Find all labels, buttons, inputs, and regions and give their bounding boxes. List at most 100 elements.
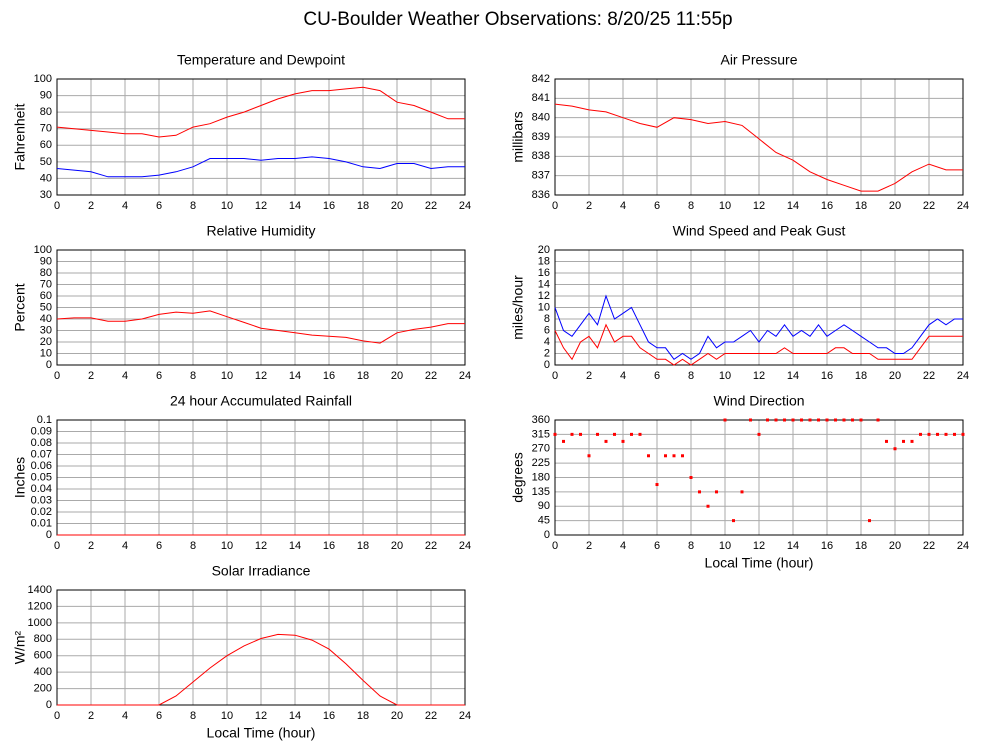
y-axis-label: miles/hour xyxy=(510,275,526,340)
x-tick-label: 4 xyxy=(620,370,626,382)
x-tick-label: 22 xyxy=(923,540,935,552)
x-tick-label: 14 xyxy=(289,710,301,722)
y-tick-label: 800 xyxy=(34,633,52,645)
x-tick-label: 12 xyxy=(255,540,267,552)
y-tick-label: 180 xyxy=(532,471,550,483)
x-tick-label: 20 xyxy=(391,200,403,212)
data-point xyxy=(851,418,854,422)
y-tick-label: 70 xyxy=(40,278,52,290)
data-point xyxy=(885,439,888,443)
y-axis-label: millibars xyxy=(510,111,526,162)
data-point xyxy=(723,418,727,422)
chart-title: Solar Irradiance xyxy=(212,563,311,579)
x-tick-label: 20 xyxy=(889,370,901,382)
chart-title: Air Pressure xyxy=(720,52,797,68)
x-tick-label: 22 xyxy=(923,370,935,382)
data-line xyxy=(554,323,963,366)
y-axis-label: degrees xyxy=(510,452,526,503)
data-point xyxy=(817,418,820,422)
chart: Temperature and DewpointFahrenheit304050… xyxy=(12,52,471,212)
data-point xyxy=(638,432,642,436)
x-tick-label: 18 xyxy=(357,710,369,722)
data-point xyxy=(672,454,676,458)
x-tick-label: 22 xyxy=(425,540,437,552)
data-point xyxy=(749,418,752,422)
x-tick-label: 22 xyxy=(923,200,935,212)
y-tick-label: 200 xyxy=(34,682,52,694)
y-tick-label: 2 xyxy=(544,347,550,359)
data-point xyxy=(859,418,863,422)
y-tick-label: 0 xyxy=(544,529,550,541)
chart: Wind Direction degrees Local Time (hour) 0 4… xyxy=(510,393,969,571)
x-tick-label: 2 xyxy=(88,710,94,722)
y-tick-label: 1200 xyxy=(28,600,52,612)
data-point xyxy=(961,432,965,436)
x-tick-label: 16 xyxy=(323,710,335,722)
data-point xyxy=(927,432,931,436)
y-tick-label: 839 xyxy=(532,131,550,143)
data-line xyxy=(554,294,963,360)
chart: 24 hour Accumulated RainfallInches00.010… xyxy=(12,393,471,552)
x-tick-label: 16 xyxy=(323,200,335,212)
y-tick-label: 30 xyxy=(40,189,52,201)
data-line xyxy=(56,310,465,344)
x-tick-label: 10 xyxy=(719,540,731,552)
data-point xyxy=(902,439,905,443)
chart: Wind Speed and Peak Gustmiles/hour024681… xyxy=(510,223,969,382)
y-tick-label: 20 xyxy=(538,244,550,256)
data-point xyxy=(842,418,846,422)
x-tick-label: 4 xyxy=(122,710,128,722)
x-tick-label: 0 xyxy=(54,710,60,722)
data-point xyxy=(553,432,557,436)
y-tick-label: 50 xyxy=(40,156,52,168)
y-tick-label: 270 xyxy=(532,443,550,455)
x-tick-label: 14 xyxy=(289,200,301,212)
data-point xyxy=(800,418,803,422)
y-tick-label: 0.02 xyxy=(31,506,52,518)
chart-title: Relative Humidity xyxy=(207,223,316,239)
data-point xyxy=(910,439,914,443)
x-tick-label: 14 xyxy=(787,370,799,382)
y-tick-label: 80 xyxy=(40,106,52,118)
data-point xyxy=(919,432,922,436)
y-tick-label: 90 xyxy=(538,500,550,512)
x-tick-label: 24 xyxy=(459,710,471,722)
x-tick-label: 6 xyxy=(156,540,162,552)
y-tick-label: 16 xyxy=(538,267,550,279)
x-tick-label: 20 xyxy=(889,200,901,212)
data-point xyxy=(757,432,761,436)
x-tick-label: 10 xyxy=(221,370,233,382)
x-tick-label: 2 xyxy=(88,370,94,382)
x-tick-label: 0 xyxy=(552,200,558,212)
x-tick-label: 12 xyxy=(753,370,765,382)
x-tick-label: 2 xyxy=(586,370,592,382)
data-point xyxy=(647,454,650,458)
data-point xyxy=(613,432,616,436)
data-point xyxy=(587,454,591,458)
y-tick-label: 135 xyxy=(532,486,550,498)
x-tick-label: 4 xyxy=(620,540,626,552)
data-point xyxy=(706,504,710,508)
data-point xyxy=(936,432,939,436)
y-tick-label: 0 xyxy=(544,359,550,371)
x-tick-label: 6 xyxy=(156,710,162,722)
data-point xyxy=(681,454,684,458)
data-line xyxy=(57,633,465,706)
data-line xyxy=(56,156,465,178)
data-point xyxy=(604,439,608,443)
x-tick-label: 0 xyxy=(54,540,60,552)
x-tick-label: 8 xyxy=(688,540,694,552)
data-point xyxy=(876,418,880,422)
y-tick-label: 100 xyxy=(34,73,52,85)
y-tick-label: 842 xyxy=(532,73,550,85)
y-tick-label: 225 xyxy=(532,457,550,469)
y-tick-label: 0.1 xyxy=(37,414,52,426)
x-tick-label: 24 xyxy=(459,540,471,552)
data-point xyxy=(791,418,795,422)
y-tick-label: 315 xyxy=(532,428,550,440)
y-tick-label: 70 xyxy=(40,123,52,135)
data-point xyxy=(740,490,744,494)
x-tick-label: 18 xyxy=(357,200,369,212)
x-tick-label: 2 xyxy=(586,540,592,552)
